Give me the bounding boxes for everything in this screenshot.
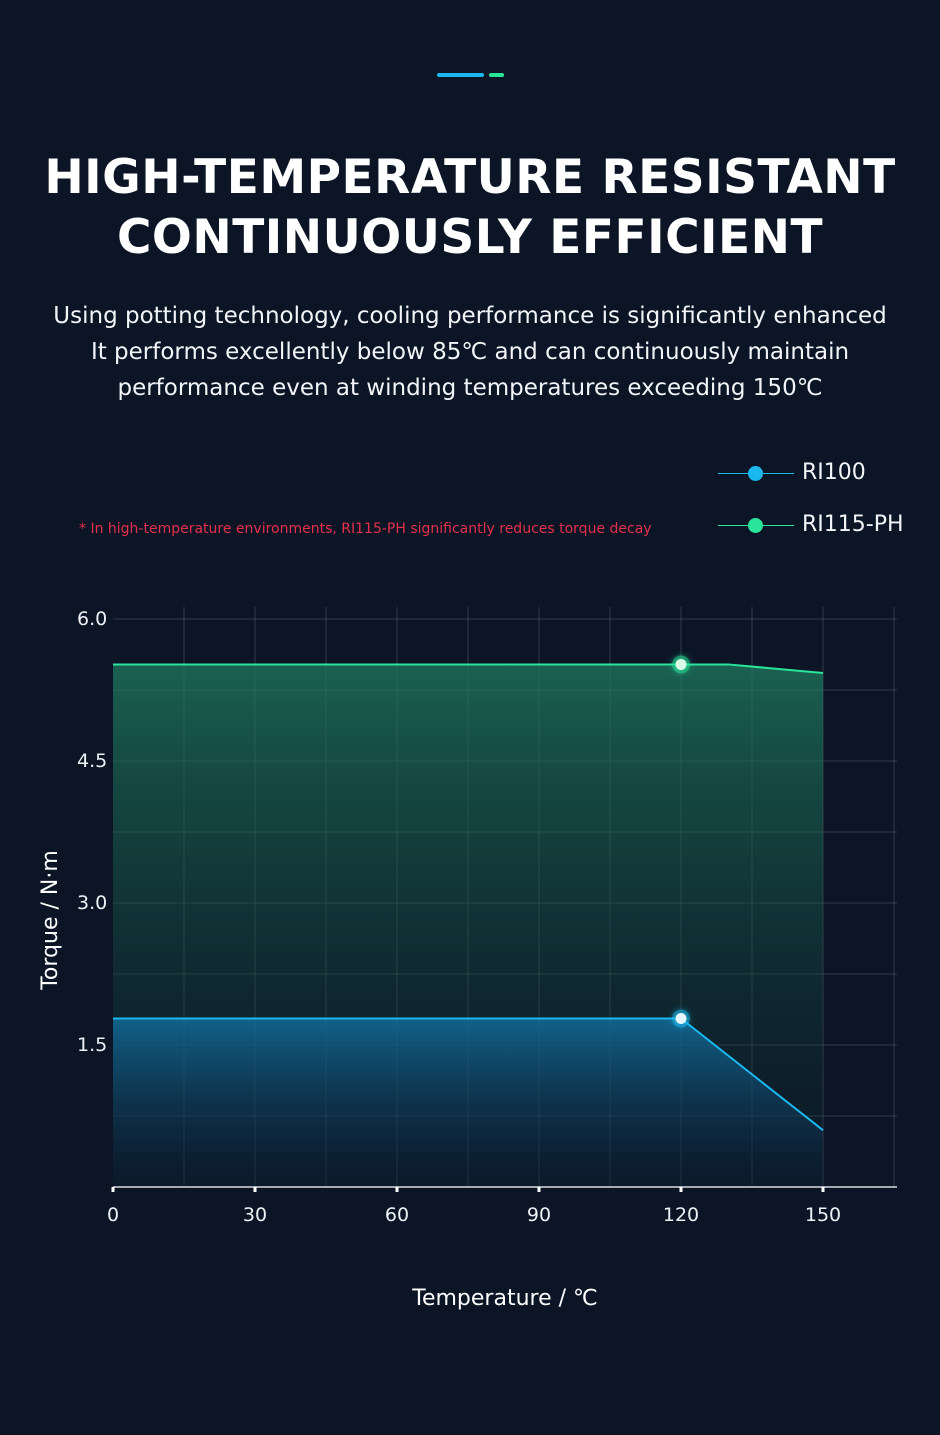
x-tick-label: 30 (243, 1204, 267, 1226)
y-axis-title: Torque / N·m (38, 850, 63, 991)
title-line-1: HIGH-TEMPERATURE RESISTANT (44, 150, 896, 205)
series-areas (113, 664, 823, 1187)
subtitle-line-1: Using potting technology, cooling perfor… (53, 303, 887, 329)
page-title: HIGH-TEMPERATURE RESISTANT CONTINUOUSLY … (0, 148, 940, 268)
subtitle-line-2: It performs excellently below 85℃ and ca… (90, 339, 850, 365)
legend-item-ri100: RI100 (718, 456, 933, 508)
legend-label-ri115-ph: RI115-PH (802, 512, 904, 537)
marker-ri115-ph (675, 658, 687, 670)
x-tick-label: 90 (527, 1204, 551, 1226)
axes: 0 30 60 90 120 150 1.5 3.0 4.5 6.0 (77, 608, 897, 1226)
marker-ri100 (675, 1012, 687, 1024)
x-tick-label: 150 (805, 1204, 841, 1226)
y-tick-label: 3.0 (77, 892, 107, 914)
chart-legend: RI100 RI115-PH (718, 456, 933, 560)
y-tick-label: 1.5 (77, 1034, 107, 1056)
accent-bar-blue (437, 73, 484, 77)
series-markers (672, 655, 690, 1028)
accent-bar-green (489, 73, 504, 77)
legend-label-ri100: RI100 (802, 460, 866, 485)
x-tick-label: 60 (385, 1204, 409, 1226)
chart-note: * In high-temperature environments, RI11… (79, 521, 652, 537)
x-tick-label: 120 (663, 1204, 699, 1226)
y-tick-label: 4.5 (77, 750, 107, 772)
legend-item-ri115-ph: RI115-PH (718, 508, 933, 560)
legend-dot-ri115-ph (748, 518, 763, 533)
line-ri115-ph (113, 663, 824, 674)
x-axis-title: Temperature / ℃ (411, 1286, 597, 1311)
y-tick-label: 6.0 (77, 608, 107, 630)
title-line-2: CONTINUOUSLY EFFICIENT (116, 210, 824, 265)
subtitle-line-3: performance even at winding temperatures… (117, 375, 823, 401)
subtitle: Using potting technology, cooling perfor… (0, 298, 940, 406)
area-ri100 (113, 1018, 823, 1187)
x-tick-label: 0 (107, 1204, 119, 1226)
legend-dot-ri100 (748, 466, 763, 481)
